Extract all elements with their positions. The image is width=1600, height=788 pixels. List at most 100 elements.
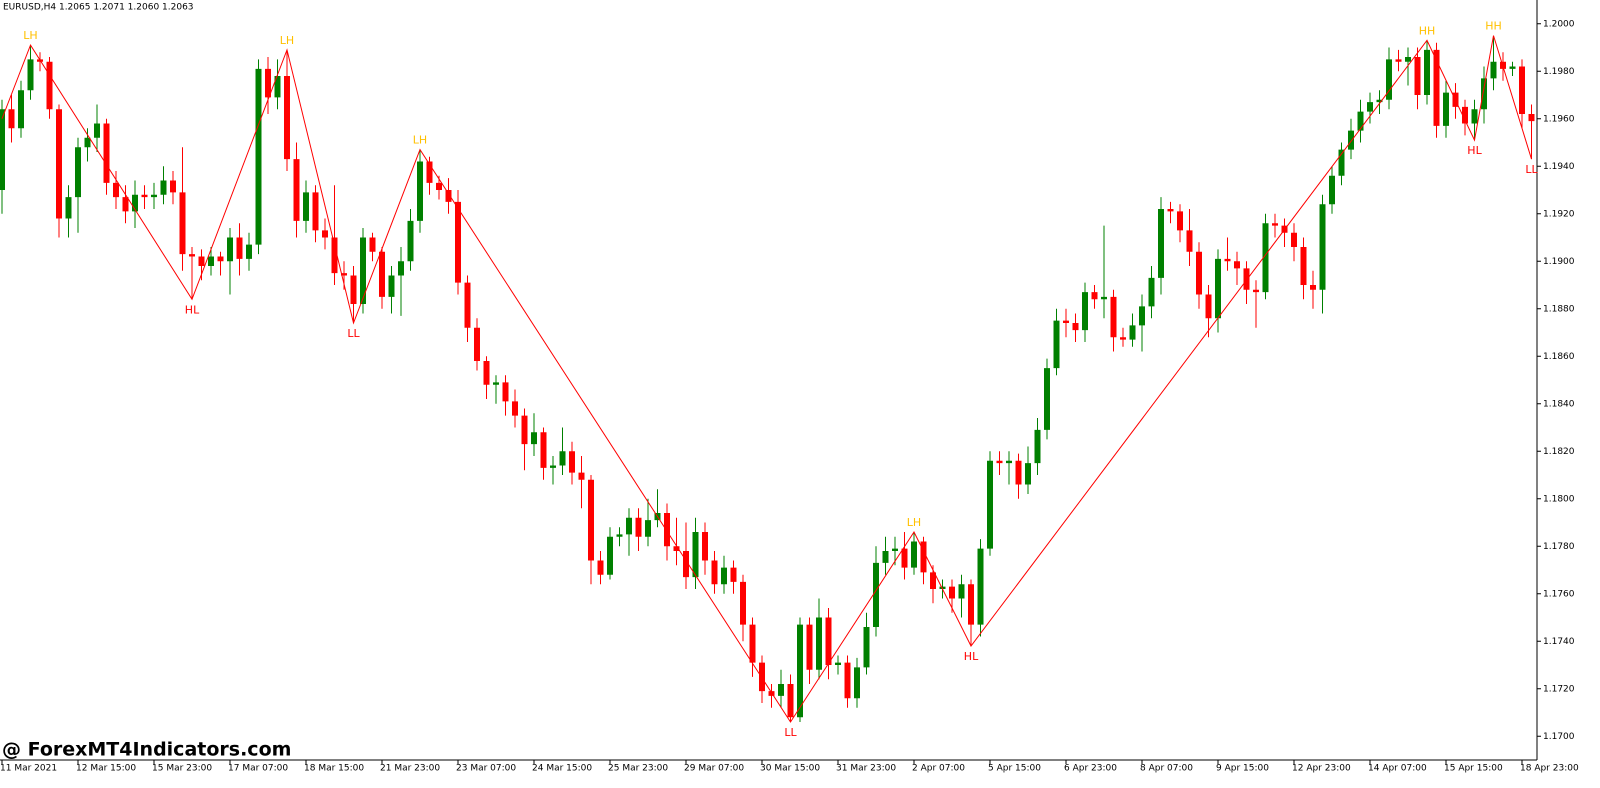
- candle-body: [531, 432, 537, 445]
- candle-body: [84, 137, 91, 148]
- y-tick-label: 1.1700: [1543, 732, 1575, 742]
- candle-body: [103, 123, 110, 183]
- x-tick-label: 25 Mar 23:00: [608, 764, 668, 774]
- candle-body: [559, 451, 566, 466]
- candle-body: [1205, 294, 1212, 319]
- candle-body: [1196, 251, 1202, 295]
- candle-body: [588, 479, 594, 561]
- candle-body: [350, 275, 357, 304]
- candle-body: [217, 256, 224, 262]
- candle-body: [1215, 258, 1221, 319]
- x-tick-label: 5 Apr 15:00: [988, 764, 1041, 774]
- candle-body: [388, 275, 395, 297]
- zigzag-label: LH: [907, 516, 921, 529]
- candle-body: [208, 256, 214, 266]
- candle-body: [1528, 114, 1535, 122]
- chart-title: EURUSD,H4 1.2065 1.2071 1.2060 1.2063: [3, 3, 194, 13]
- x-tick-label: 15 Mar 23:00: [152, 764, 212, 774]
- zigzag-label: LL: [1525, 163, 1538, 176]
- candle-body: [692, 532, 699, 578]
- candle-body: [749, 624, 756, 663]
- candle-body: [607, 536, 613, 575]
- zigzag-label: HH: [1485, 20, 1502, 33]
- y-tick-label: 1.1820: [1543, 447, 1575, 457]
- y-tick-label: 1.1960: [1543, 114, 1575, 124]
- y-tick-label: 1.1900: [1543, 257, 1575, 267]
- y-tick-label: 1.2000: [1543, 19, 1575, 29]
- candle-body: [1063, 320, 1069, 323]
- candle-body: [46, 61, 53, 110]
- candle-body: [1443, 92, 1449, 126]
- candle-body: [502, 382, 509, 402]
- candle-body: [1091, 292, 1098, 300]
- candle-body: [122, 197, 129, 212]
- candle-body: [1414, 57, 1421, 95]
- candle-body: [1519, 66, 1525, 114]
- candle-body: [1405, 57, 1411, 62]
- candle-body: [1262, 223, 1269, 293]
- zigzag-label: LH: [23, 29, 37, 42]
- x-tick-label: 12 Apr 23:00: [1292, 764, 1351, 774]
- y-tick-label: 1.1760: [1543, 589, 1575, 599]
- candle-body: [1177, 211, 1183, 231]
- candle-body: [996, 460, 1003, 464]
- candle-body: [426, 161, 433, 183]
- zigzag-label: HH: [1419, 24, 1436, 37]
- candle-body: [303, 192, 309, 221]
- candle-body: [132, 194, 138, 212]
- candle-body: [1253, 289, 1259, 293]
- candle-body: [198, 256, 205, 266]
- candle-body: [236, 237, 243, 259]
- candle-body: [949, 586, 955, 599]
- x-tick-label: 17 Mar 07:00: [228, 764, 288, 774]
- zigzag-label: LL: [347, 327, 360, 340]
- candle-body: [483, 361, 490, 385]
- candle-body: [797, 624, 803, 718]
- candle-body: [94, 123, 100, 138]
- candle-body: [189, 254, 195, 257]
- candle-body: [1433, 49, 1440, 126]
- candle-body: [835, 662, 841, 665]
- candle-body: [901, 548, 908, 568]
- candle-body: [1272, 223, 1278, 226]
- candle-body: [1082, 292, 1088, 331]
- y-tick-label: 1.1780: [1543, 542, 1575, 552]
- candle-body: [474, 327, 480, 361]
- candle-body: [1300, 247, 1307, 285]
- candle-body: [635, 517, 642, 537]
- candle-body: [274, 76, 281, 98]
- candle-body: [1053, 320, 1060, 369]
- candle-body: [455, 201, 461, 283]
- zigzag-label: HL: [185, 303, 200, 316]
- candle-body: [1386, 59, 1392, 100]
- candle-body: [1025, 463, 1031, 485]
- candle-body: [170, 180, 176, 193]
- candle-body: [892, 548, 898, 551]
- y-tick-label: 1.1740: [1543, 637, 1575, 647]
- candle-body: [293, 159, 300, 221]
- candle-body: [360, 237, 366, 304]
- candle-body: [379, 251, 385, 297]
- candle-body: [578, 472, 585, 480]
- candle-body: [816, 617, 822, 670]
- y-tick-label: 1.1800: [1543, 494, 1575, 504]
- candle-body: [1072, 323, 1079, 331]
- candle-body: [759, 662, 765, 692]
- candle-body: [1015, 460, 1022, 485]
- candle-body: [540, 432, 547, 468]
- x-tick-label: 14 Apr 07:00: [1368, 764, 1427, 774]
- candle-body: [160, 180, 167, 195]
- x-tick-label: 2 Apr 07:00: [912, 764, 965, 774]
- candle-body: [312, 192, 319, 231]
- candle-body: [1129, 325, 1136, 340]
- candle-body: [569, 451, 575, 473]
- candle-body: [75, 147, 81, 198]
- candle-body: [987, 460, 993, 549]
- candle-body: [341, 273, 347, 276]
- x-tick-label: 29 Mar 07:00: [684, 764, 744, 774]
- candle-body: [1158, 209, 1164, 278]
- candle-body: [331, 237, 338, 274]
- candle-body: [882, 551, 889, 563]
- candle-body: [863, 627, 870, 668]
